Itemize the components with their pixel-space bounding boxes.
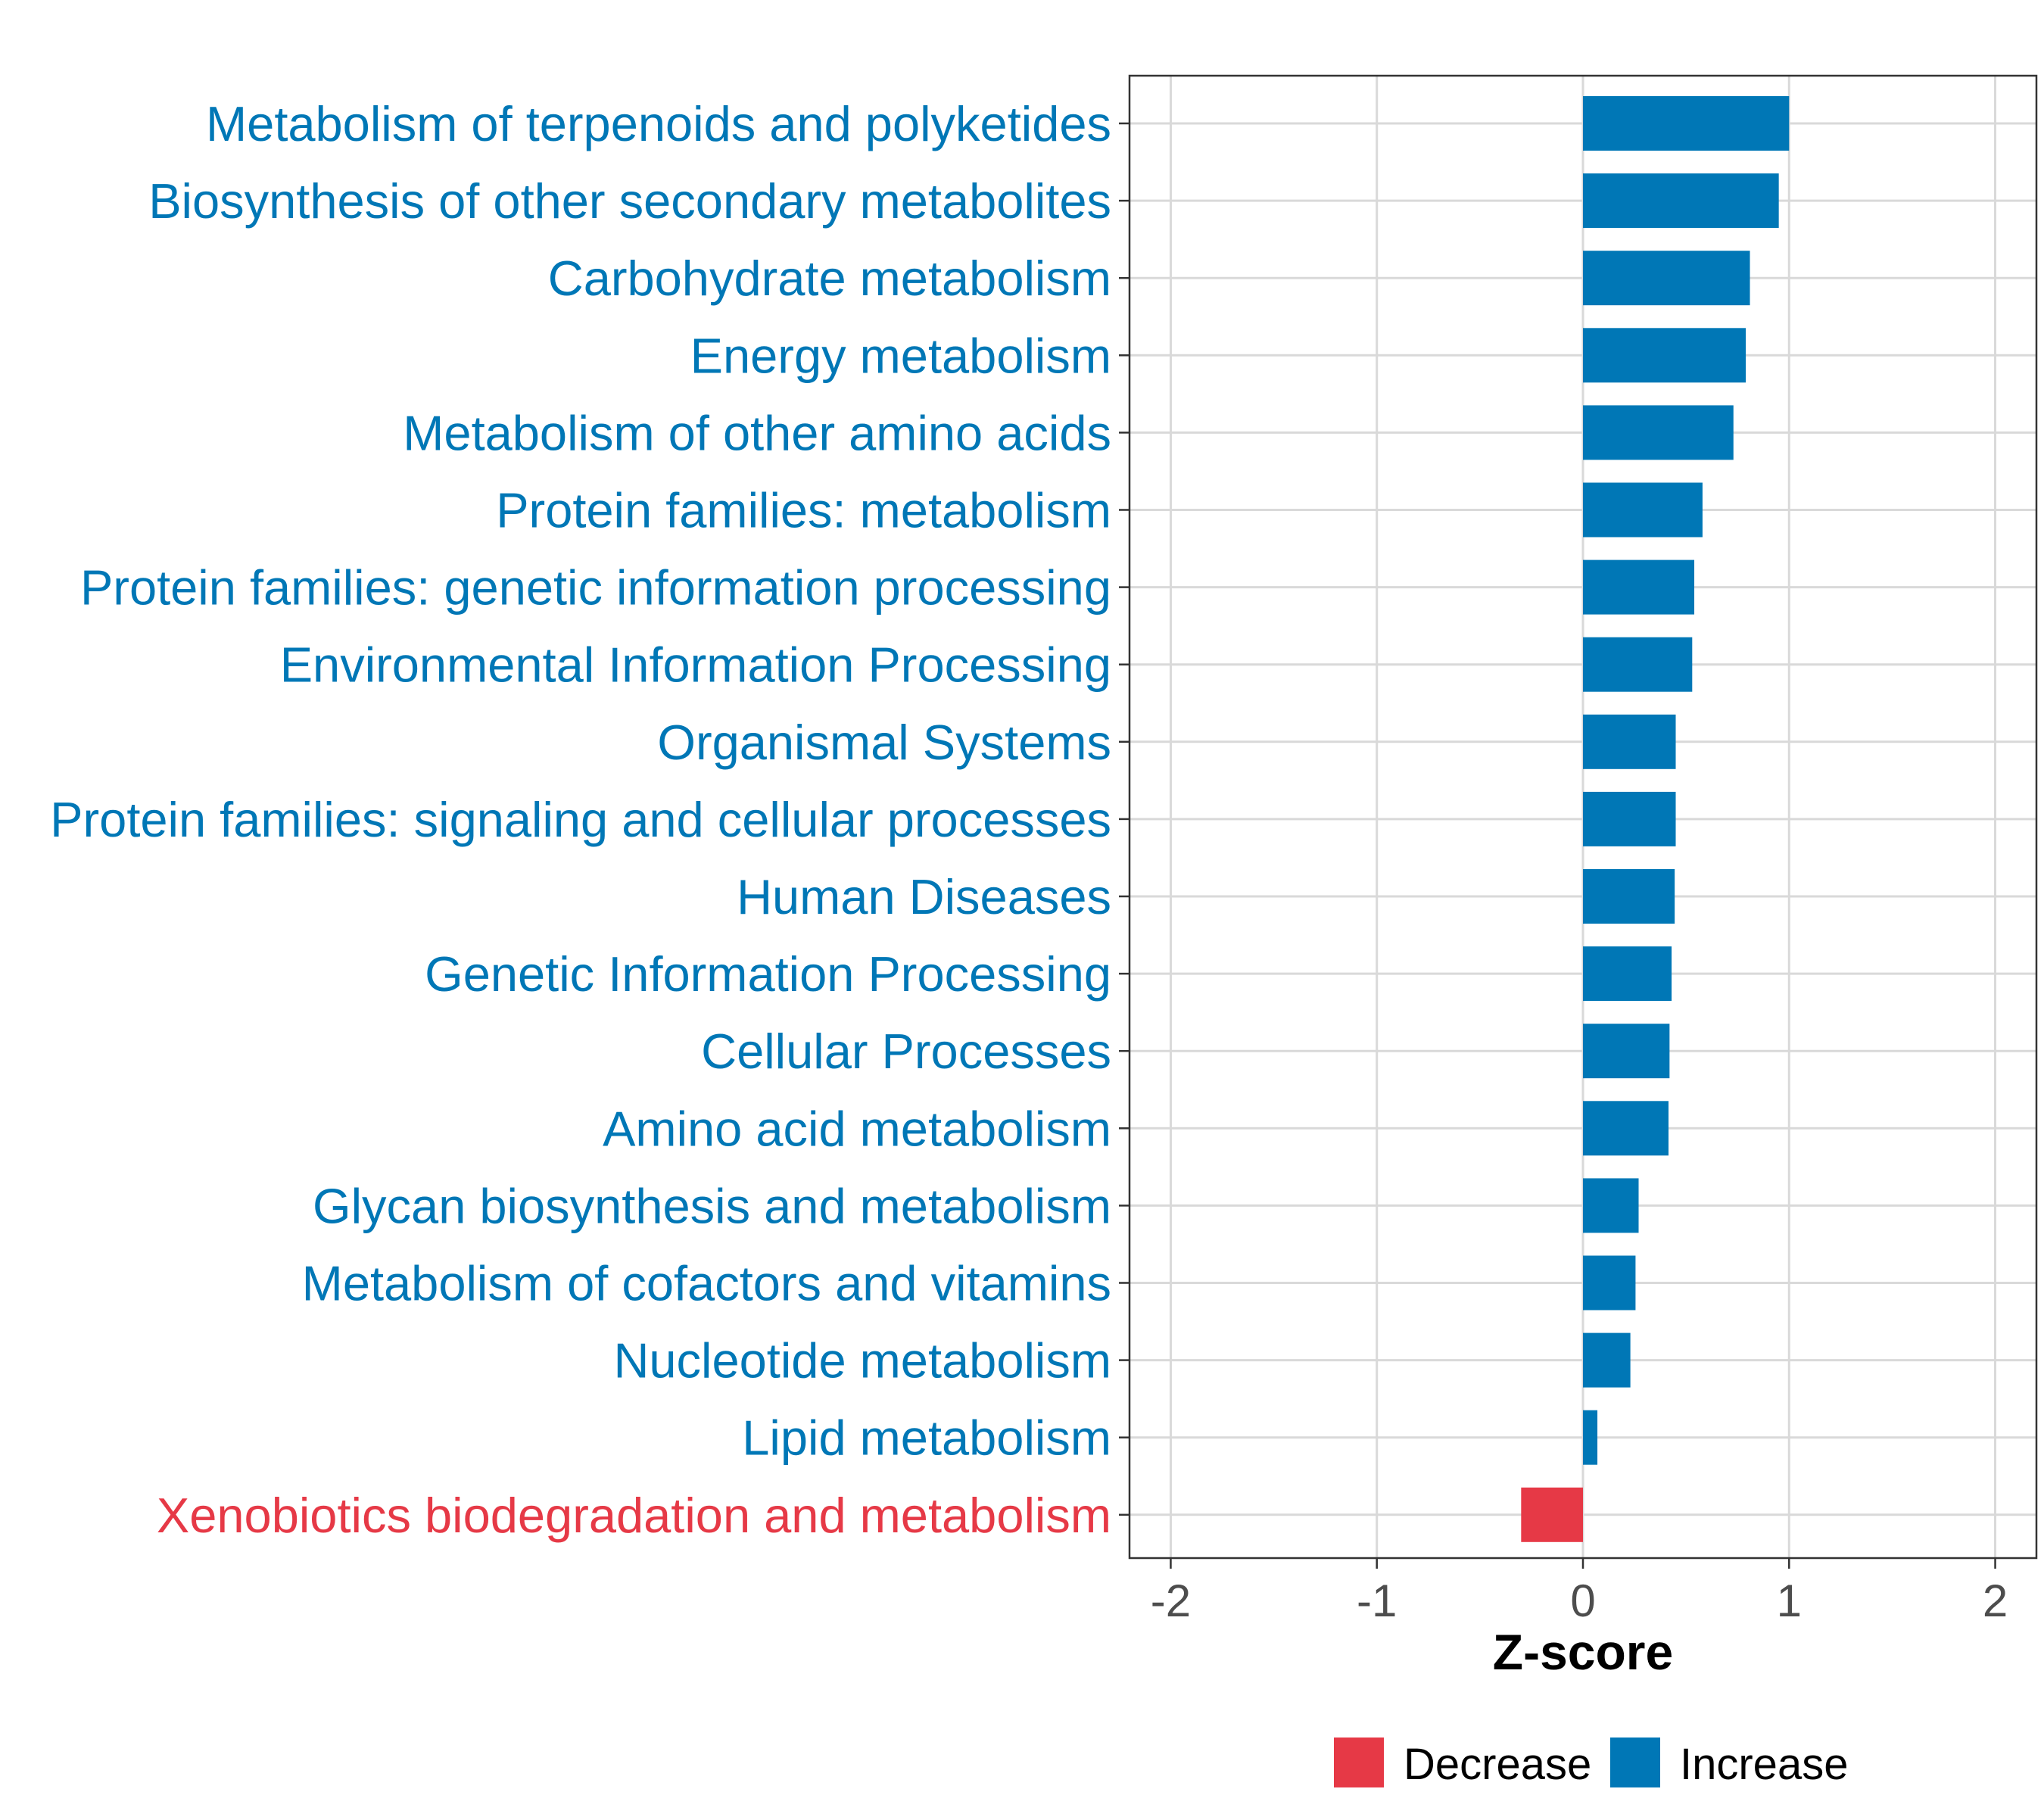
- x-axis-title: Z-score: [1493, 1624, 1673, 1680]
- bar: [1583, 328, 1746, 383]
- bar: [1583, 482, 1703, 538]
- bar: [1583, 637, 1693, 692]
- bar: [1583, 251, 1750, 306]
- y-category-label: Genetic Information Processing: [425, 946, 1111, 1002]
- bar: [1583, 714, 1676, 769]
- y-category-label: Amino acid metabolism: [603, 1101, 1111, 1156]
- bar: [1583, 405, 1734, 460]
- x-tick-label: 0: [1570, 1575, 1595, 1626]
- legend-swatch: [1334, 1738, 1384, 1787]
- bar: [1583, 173, 1779, 229]
- y-category-label: Biosynthesis of other secondary metaboli…: [148, 173, 1111, 229]
- legend-swatch: [1610, 1738, 1660, 1787]
- y-category-label: Metabolism of other amino acids: [403, 405, 1111, 460]
- legend: Decrease Increase: [1334, 1738, 1848, 1789]
- bar: [1583, 1178, 1639, 1233]
- x-axis: -2 -1 0 1 2: [1151, 1558, 2008, 1626]
- bar: [1583, 1410, 1598, 1465]
- y-category-label: Protein families: signaling and cellular…: [50, 792, 1111, 847]
- x-tick-label: 1: [1777, 1575, 1802, 1626]
- y-axis: Metabolism of terpenoids and polyketides…: [50, 96, 1129, 1543]
- y-category-label: Organismal Systems: [657, 715, 1111, 770]
- bar: [1583, 946, 1672, 1002]
- y-category-label: Glycan biosynthesis and metabolism: [313, 1178, 1111, 1233]
- bar: [1583, 1024, 1670, 1079]
- bar: [1583, 1255, 1636, 1311]
- bar: [1583, 869, 1675, 924]
- y-category-label: Energy metabolism: [690, 328, 1111, 383]
- legend-label: Decrease: [1404, 1740, 1591, 1789]
- x-tick-label: -2: [1151, 1575, 1191, 1626]
- x-tick-label: -1: [1357, 1575, 1397, 1626]
- bar-layer: [1521, 96, 1790, 1542]
- y-category-label: Xenobiotics biodegradation and metabolis…: [157, 1488, 1111, 1543]
- bar: [1583, 559, 1695, 615]
- bar: [1583, 1332, 1631, 1388]
- y-category-label: Lipid metabolism: [742, 1410, 1111, 1466]
- y-category-label: Carbohydrate metabolism: [548, 251, 1111, 306]
- y-category-label: Metabolism of cofactors and vitamins: [302, 1256, 1111, 1311]
- y-category-label: Human Diseases: [737, 869, 1111, 924]
- bar: [1583, 1101, 1669, 1156]
- y-category-label: Environmental Information Processing: [280, 637, 1111, 693]
- y-category-label: Cellular Processes: [701, 1024, 1111, 1079]
- y-category-label: Metabolism of terpenoids and polyketides: [206, 96, 1111, 151]
- y-category-label: Nucleotide metabolism: [613, 1333, 1111, 1388]
- bar: [1521, 1487, 1583, 1542]
- bar: [1583, 791, 1676, 846]
- x-tick-label: 2: [1983, 1575, 2008, 1626]
- y-category-label: Protein families: metabolism: [496, 483, 1111, 538]
- legend-label: Increase: [1680, 1740, 1848, 1789]
- bar: [1583, 96, 1790, 151]
- y-category-label: Protein families: genetic information pr…: [80, 560, 1111, 616]
